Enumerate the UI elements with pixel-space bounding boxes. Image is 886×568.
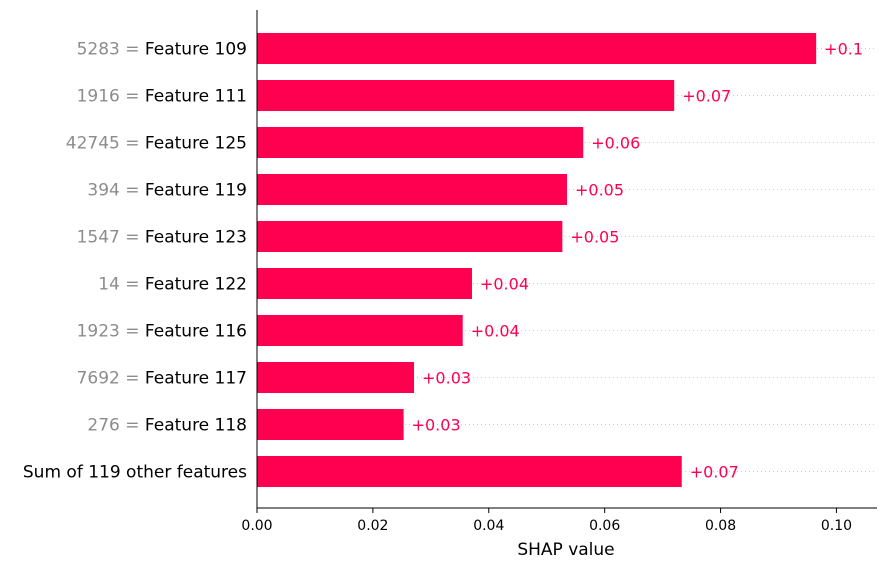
x-axis-label: SHAP value — [517, 540, 614, 560]
y-tick-label: 1923 = Feature 116 — [77, 322, 247, 342]
x-tick-label: 0.00 — [241, 518, 272, 534]
feature-value: 7692 = — [77, 369, 145, 389]
bar-value-label: +0.07 — [690, 463, 739, 482]
y-tick-label: 1547 = Feature 123 — [77, 228, 247, 248]
feature-name: Feature 117 — [145, 369, 247, 389]
feature-value: 14 = — [98, 275, 145, 295]
bar — [257, 362, 415, 393]
bar-value-label: +0.07 — [682, 87, 731, 106]
feature-value: 394 = — [87, 181, 145, 201]
bar — [257, 268, 472, 299]
bar-value-label: +0.05 — [575, 181, 624, 200]
y-tick-label: 276 = Feature 118 — [87, 416, 247, 436]
feature-name: Sum of 119 other features — [23, 463, 247, 483]
y-tick-label: 42745 = Feature 125 — [66, 134, 247, 154]
bar-value-label: +0.06 — [591, 134, 640, 153]
bar — [257, 409, 404, 440]
x-tick-label: 0.08 — [705, 518, 736, 534]
feature-value: 5283 = — [77, 40, 145, 60]
x-tick-label: 0.02 — [357, 518, 388, 534]
bar-value-label: +0.03 — [422, 369, 471, 388]
x-axis-ticks: 0.00 0.02 0.04 0.06 0.08 0.10 — [241, 508, 852, 534]
bar-value-labels: +0.1 +0.07 +0.06 +0.05 +0.05 +0.04 +0.04 +0.03 +… — [412, 40, 863, 482]
y-tick-label: 14 = Feature 122 — [98, 275, 247, 295]
feature-name: Feature 118 — [145, 416, 247, 436]
bar-value-label: +0.03 — [412, 416, 461, 435]
y-axis-labels: 5283 = Feature 109 1916 = Feature 111 4274… — [23, 40, 247, 483]
feature-name: Feature 119 — [145, 181, 247, 201]
feature-value: 1916 = — [77, 87, 145, 107]
bar-value-label: +0.1 — [824, 40, 863, 59]
bar — [257, 315, 463, 346]
bar — [257, 33, 817, 64]
y-tick-label: 7692 = Feature 117 — [77, 369, 247, 389]
feature-name: Feature 123 — [145, 228, 247, 248]
feature-value: 42745 = — [66, 134, 145, 154]
bar — [257, 456, 682, 487]
bar-value-label: +0.04 — [480, 275, 529, 294]
bar-value-label: +0.05 — [570, 228, 619, 247]
y-tick-label: 5283 = Feature 109 — [77, 40, 247, 60]
gridlines — [257, 48, 877, 472]
feature-name: Feature 109 — [145, 40, 247, 60]
bars — [257, 33, 817, 487]
x-tick-label: 0.06 — [589, 518, 620, 534]
y-tick-label: Sum of 119 other features — [23, 463, 247, 483]
bar — [257, 127, 584, 158]
y-tick-label: 394 = Feature 119 — [87, 181, 247, 201]
feature-name: Feature 116 — [145, 322, 247, 342]
bar — [257, 80, 675, 111]
bar — [257, 174, 567, 205]
feature-name: Feature 122 — [145, 275, 247, 295]
x-tick-label: 0.04 — [473, 518, 504, 534]
feature-name: Feature 111 — [145, 87, 247, 107]
feature-value: 1547 = — [77, 228, 145, 248]
bar — [257, 221, 563, 252]
feature-value: 1923 = — [77, 322, 145, 342]
bar-value-label: +0.04 — [471, 322, 520, 341]
feature-value: 276 = — [87, 416, 145, 436]
x-tick-label: 0.10 — [821, 518, 852, 534]
feature-name: Feature 125 — [145, 134, 247, 154]
y-tick-label: 1916 = Feature 111 — [77, 87, 247, 107]
